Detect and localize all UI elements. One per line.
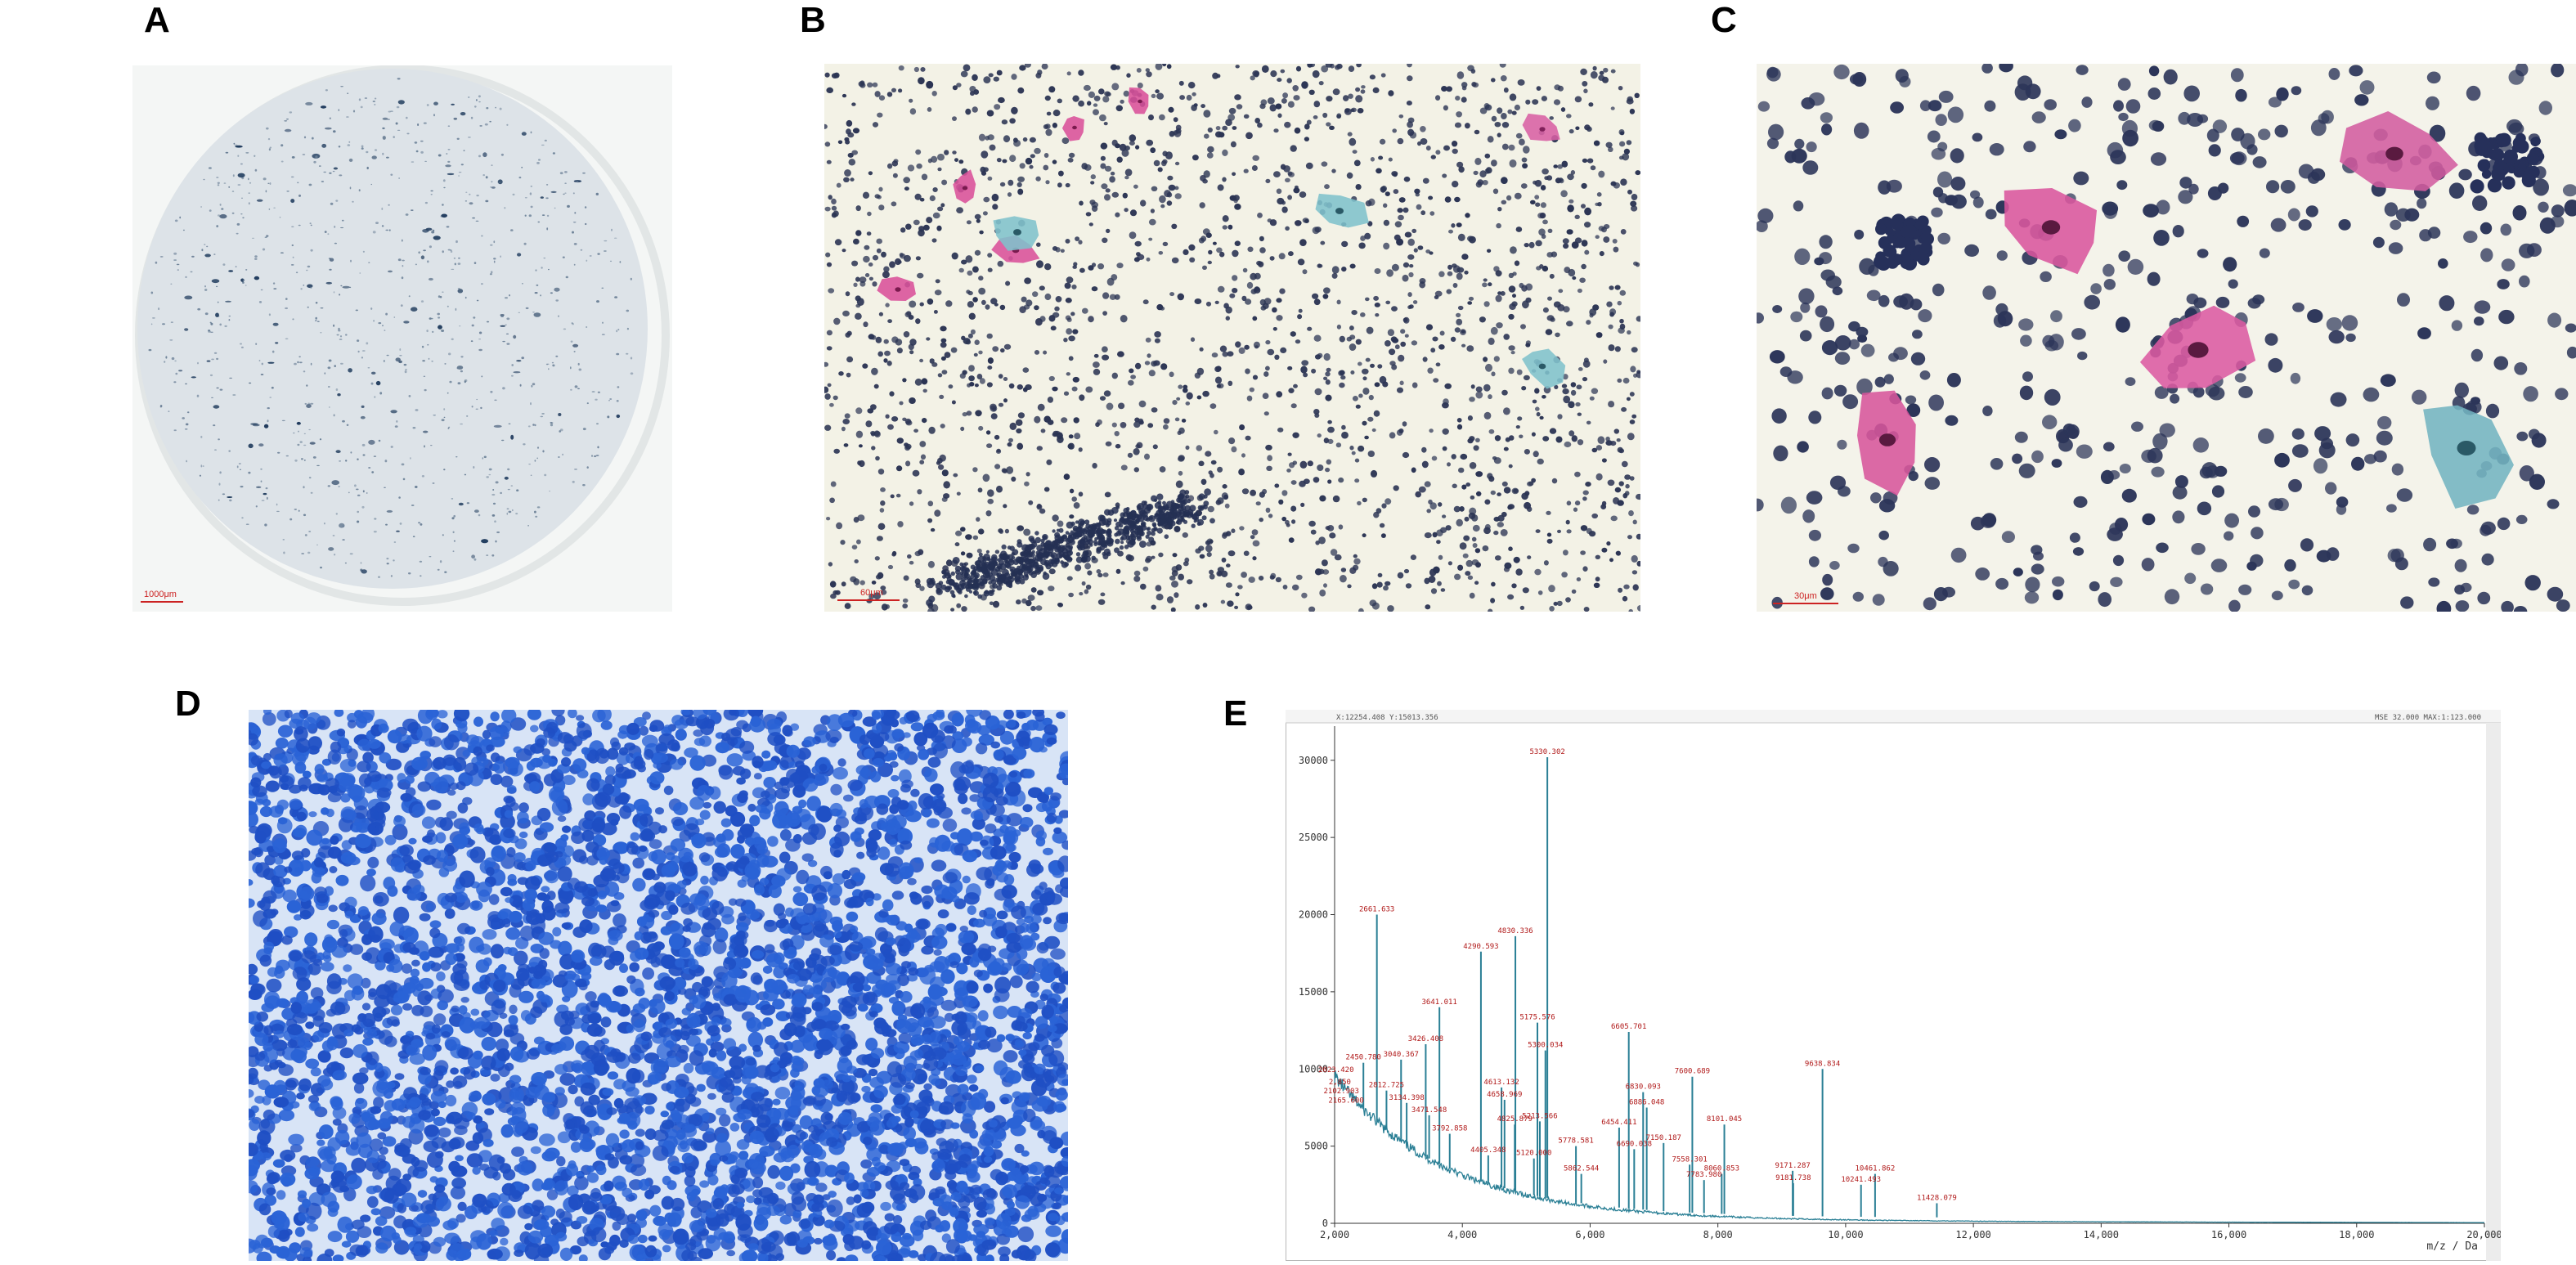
peak-label: 2102.903 bbox=[1324, 1088, 1359, 1096]
x-tick-label: 6,000 bbox=[1575, 1229, 1604, 1240]
panel-d-image bbox=[249, 710, 1068, 1261]
panel-e-mass-spectrum: X:12254.408 Y:15013.356 MSE 32.000 MAX:1… bbox=[1286, 710, 2501, 1261]
panel-label-a: A bbox=[144, 0, 170, 41]
peak-label: 5778.581 bbox=[1558, 1137, 1593, 1146]
peak-label: 6886.048 bbox=[1629, 1098, 1664, 1106]
peak-label: 8101.045 bbox=[1707, 1115, 1742, 1124]
spectrum-header-right: MSE 32.000 MAX:1:123.000 bbox=[2375, 714, 2481, 722]
peak-label: 9181.738 bbox=[1775, 1174, 1811, 1182]
peak-label: 4405.348 bbox=[1470, 1146, 1506, 1155]
x-tick-label: 10,000 bbox=[1828, 1229, 1863, 1240]
peak-label: 2165.600 bbox=[1328, 1097, 1363, 1106]
x-tick-label: 2,000 bbox=[1320, 1229, 1349, 1240]
peak-label: 5300.034 bbox=[1528, 1042, 1563, 1050]
peak-label: 5213.566 bbox=[1522, 1112, 1557, 1120]
spectrum-header-left: X:12254.408 Y:15013.356 bbox=[1336, 714, 1438, 722]
peak-label: 2661.633 bbox=[1359, 906, 1394, 914]
x-tick-label: 20,000 bbox=[2466, 1229, 2501, 1240]
panel-label-b: B bbox=[800, 0, 826, 41]
panel-c-micrograph: 30μm bbox=[1757, 64, 2576, 612]
panel-label-e: E bbox=[1223, 693, 1247, 734]
scale-bar-b-label: 60μm bbox=[860, 588, 883, 598]
panel-a-micrograph: 1000μm bbox=[132, 65, 672, 612]
scale-bar-a-label: 1000μm bbox=[144, 590, 177, 599]
y-tick-label: 15000 bbox=[1299, 986, 1328, 998]
mass-spectrum-chart: X:12254.408 Y:15013.356 MSE 32.000 MAX:1… bbox=[1286, 710, 2501, 1261]
peak-label: 2450.780 bbox=[1346, 1054, 1381, 1062]
peak-label: 10241.493 bbox=[1841, 1176, 1881, 1184]
peak-label: 5862.544 bbox=[1564, 1165, 1599, 1173]
peak-label: 5175.576 bbox=[1519, 1014, 1555, 1022]
scale-bar-c-label: 30μm bbox=[1794, 591, 1817, 601]
peak-label: 4658.969 bbox=[1487, 1091, 1522, 1099]
peak-label: 3426.408 bbox=[1408, 1035, 1443, 1043]
peak-label: 7150.187 bbox=[1646, 1134, 1681, 1142]
peak-label: 5330.302 bbox=[1529, 748, 1564, 756]
panel-label-c: C bbox=[1711, 0, 1737, 41]
peak-label: 10461.862 bbox=[1856, 1165, 1896, 1173]
peak-label: 5120.000 bbox=[1516, 1150, 1551, 1158]
x-tick-label: 16,000 bbox=[2211, 1229, 2246, 1240]
panel-a-image: 1000μm bbox=[132, 65, 672, 612]
peak-label: 8060.853 bbox=[1704, 1165, 1739, 1173]
peak-label: 4290.593 bbox=[1463, 943, 1498, 951]
x-tick-label: 12,000 bbox=[1955, 1229, 1990, 1240]
peak-label: 2812.725 bbox=[1369, 1082, 1404, 1090]
peak-label: 11428.079 bbox=[1917, 1194, 1957, 1202]
x-tick-label: 8,000 bbox=[1703, 1229, 1733, 1240]
panel-b-image: 60μm bbox=[824, 64, 1640, 612]
x-axis-label: m/z / Da bbox=[2426, 1240, 2478, 1253]
y-tick-label: 20000 bbox=[1299, 909, 1328, 921]
peak-label: 3641.011 bbox=[1422, 998, 1457, 1007]
peak-label: 9171.287 bbox=[1775, 1162, 1810, 1170]
panel-label-d: D bbox=[175, 684, 201, 724]
peak-label: 6830.093 bbox=[1626, 1083, 1661, 1092]
peak-label: 7600.689 bbox=[1675, 1068, 1710, 1076]
x-tick-label: 14,000 bbox=[2084, 1229, 2119, 1240]
panel-b-micrograph: 60μm bbox=[824, 64, 1640, 612]
y-tick-label: 0 bbox=[1322, 1218, 1328, 1229]
peak-label: 3471.548 bbox=[1411, 1106, 1447, 1115]
x-tick-label: 18,000 bbox=[2339, 1229, 2374, 1240]
peak-label: 3040.367 bbox=[1384, 1051, 1419, 1059]
y-tick-label: 25000 bbox=[1299, 832, 1328, 843]
peak-label: 2,850 bbox=[1329, 1079, 1351, 1087]
peak-label: 6605.701 bbox=[1611, 1023, 1646, 1031]
peak-label: 3134.398 bbox=[1389, 1094, 1424, 1102]
peak-label: 6454.411 bbox=[1601, 1119, 1636, 1127]
peak-label: 9638.834 bbox=[1805, 1060, 1840, 1068]
peak-label: 3792.858 bbox=[1432, 1125, 1467, 1133]
peak-label: 4613.132 bbox=[1483, 1079, 1519, 1087]
peak-label: 2023.420 bbox=[1318, 1066, 1353, 1074]
panel-c-image: 30μm bbox=[1757, 64, 2576, 612]
panel-d-micrograph bbox=[249, 710, 1068, 1261]
y-tick-label: 30000 bbox=[1299, 755, 1328, 766]
peak-label: 4830.336 bbox=[1497, 927, 1533, 935]
x-tick-label: 4,000 bbox=[1447, 1229, 1477, 1240]
y-tick-label: 5000 bbox=[1304, 1141, 1328, 1152]
peak-label: 7558.301 bbox=[1672, 1155, 1707, 1164]
